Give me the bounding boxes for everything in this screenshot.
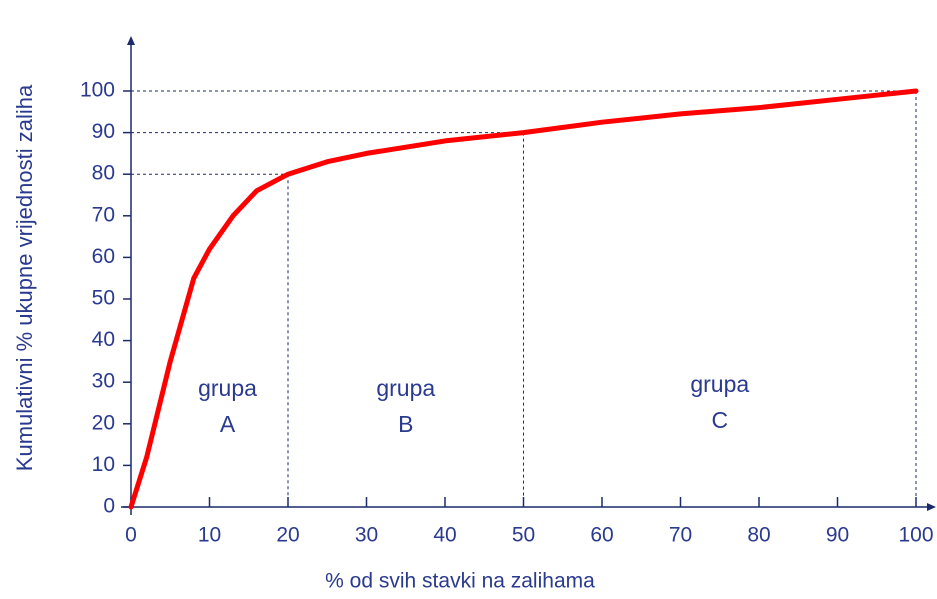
x-tick-label: 20 (276, 524, 299, 547)
curve (128, 88, 919, 510)
y-tick-label: 0 (103, 495, 115, 518)
x-tick-label: 30 (355, 524, 378, 547)
y-tick-label: 40 (92, 328, 115, 351)
y-tick-label: 50 (92, 287, 115, 310)
x-tick-label: 0 (125, 524, 137, 547)
x-tick-label: 70 (669, 524, 692, 547)
group-label: grupa (376, 375, 435, 401)
y-tick-label: 20 (92, 411, 115, 434)
x-tick-label: 100 (898, 524, 933, 547)
y-tick-label: 60 (92, 245, 115, 268)
y-tick-label: 10 (92, 453, 115, 476)
y-axis-label: Kumulativni % ukupne vrijednosti zaliha (12, 84, 37, 471)
y-tick-label: 70 (92, 203, 115, 226)
x-tick-label: 10 (198, 524, 221, 547)
group-label: C (711, 407, 728, 433)
x-tick-label: 80 (747, 524, 770, 547)
x-tick-label: 40 (433, 524, 456, 547)
x-axis-label: % od svih stavki na zalihama (325, 570, 595, 593)
y-axis-arrow (127, 36, 135, 45)
x-tick-label: 60 (590, 524, 613, 547)
group-label: grupa (198, 375, 257, 401)
x-tick-label: 90 (826, 524, 849, 547)
group-label: A (220, 411, 236, 437)
y-tick-label: 30 (92, 370, 115, 393)
group-label: B (398, 411, 413, 437)
y-tick-label: 80 (92, 162, 115, 185)
group-label: grupa (690, 371, 749, 397)
x-axis-arrow (927, 503, 936, 511)
y-tick-label: 90 (92, 120, 115, 143)
y-tick-label: 100 (80, 79, 115, 102)
x-tick-label: 50 (512, 524, 535, 547)
